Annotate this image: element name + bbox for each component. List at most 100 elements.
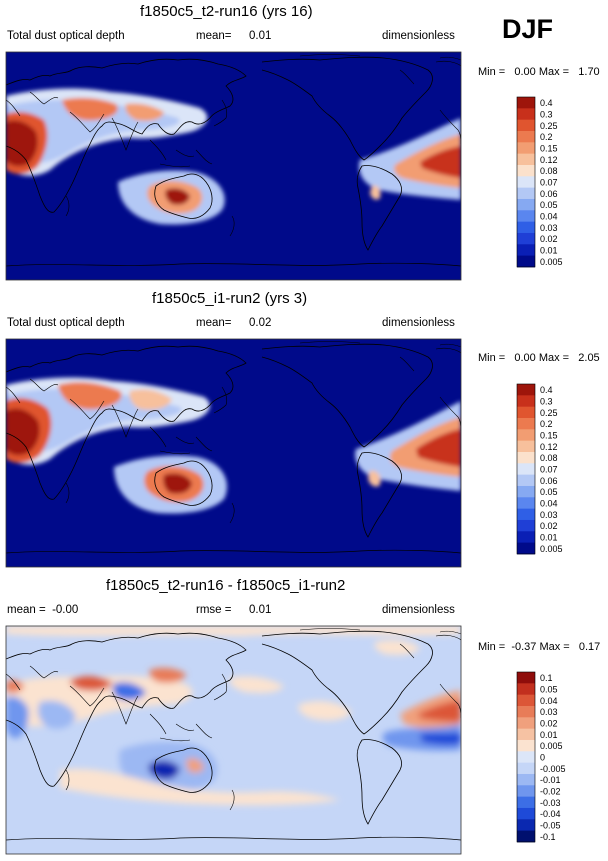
colorbar-3-tick-label: 0 [540, 752, 545, 762]
panel-1-map [5, 51, 462, 281]
p2-field-m [368, 470, 381, 487]
colorbar-2-swatch [517, 417, 535, 430]
colorbar-3-swatch [517, 672, 535, 684]
colorbar-3-swatch [517, 739, 535, 752]
panel-3-mean-label: mean = -0.00 [7, 604, 79, 616]
p3-field-l [60, 768, 340, 806]
p2-field-f [129, 389, 172, 410]
panel-1-units: dimensionless [382, 30, 455, 42]
panel-3-map [5, 625, 462, 855]
colorbar-3-tick-label: 0.04 [540, 696, 558, 706]
colorbar-1-tick-label: 0.3 [540, 109, 553, 119]
colorbar-2-tick-label: 0.3 [540, 396, 553, 406]
colorbar-2-tick-label: 0.005 [540, 544, 563, 554]
colorbar-2-swatch [517, 395, 535, 408]
colorbar-2-tick-label: 0.03 [540, 510, 558, 520]
colorbar-1-tick-label: 0.15 [540, 143, 558, 153]
panel-2-variable-label: Total dust optical depth [7, 317, 125, 329]
p3-field-h [149, 667, 186, 683]
colorbar-3-swatch [517, 819, 535, 832]
colorbar-1-swatch [517, 153, 535, 166]
colorbar-1-tick-label: 0.12 [540, 155, 558, 165]
p1-field-d [6, 120, 38, 167]
colorbar-3-tick-label: -0.03 [540, 798, 561, 808]
colorbar-3-tick-label: 0.005 [540, 741, 563, 751]
colorbar-3-frame [516, 671, 536, 843]
panel-3-map-frame [5, 625, 462, 855]
panel-1-map-frame [5, 51, 462, 281]
colorbar-1-swatch [517, 232, 535, 245]
panel-1-mean-label: mean= [196, 30, 232, 42]
colorbar-2-swatch [517, 451, 535, 464]
panel-2-mean-label: mean= [196, 317, 232, 329]
colorbar-2-swatch [517, 497, 535, 510]
colorbar-2-swatch [517, 519, 535, 532]
p3-field-f [112, 682, 146, 700]
colorbar-3-swatch [517, 717, 535, 730]
colorbar-2-tick-label: 0.4 [540, 385, 553, 395]
colorbar-1-tick-label: 0.2 [540, 132, 553, 142]
p2-field-l [416, 429, 461, 467]
colorbar-1-swatch [517, 130, 535, 143]
colorbar-2-swatch [517, 508, 535, 521]
colorbar-1-tick-label: 0.05 [540, 200, 558, 210]
panel-2-map [5, 338, 462, 568]
colorbar-1-swatch [517, 97, 535, 109]
colorbar-2-tick-label: 0.25 [540, 408, 558, 418]
colorbar-1-swatch [517, 176, 535, 189]
colorbar-1-tick-label: 0.25 [540, 121, 558, 131]
panel-3-rmse-label: rmse = [196, 604, 232, 616]
colorbar-3-swatch [517, 694, 535, 707]
colorbar-1-swatch [517, 187, 535, 200]
panel-2-colorbar: 0.40.30.250.20.150.120.080.070.060.050.0… [516, 383, 563, 555]
colorbar-1-tick-label: 0.01 [540, 245, 558, 255]
p3-field-g [38, 700, 76, 729]
colorbar-3-swatch [517, 762, 535, 775]
colorbar-2-tick-label: 0.02 [540, 521, 558, 531]
panel-2-minmax: Min = 0.00 Max = 2.05 [478, 352, 600, 364]
p3-field-q [420, 732, 461, 745]
panel-2-dust-field [6, 377, 461, 514]
panel-2-units: dimensionless [382, 317, 455, 329]
panel-2-title: f1850c5_i1-run2 (yrs 3) [152, 290, 308, 307]
panel-2-map-frame [5, 338, 462, 568]
colorbar-2-tick-label: 0.07 [540, 464, 558, 474]
colorbar-1-swatch [517, 142, 535, 155]
p3-field-k [186, 758, 204, 773]
panel-1-title: f1850c5_t2-run16 (yrs 16) [140, 3, 313, 20]
colorbar-3-tick-label: 0.1 [540, 673, 553, 683]
colorbar-1-tick-label: 0.4 [540, 98, 553, 108]
colorbar-3-swatch [517, 751, 535, 764]
colorbar-2-swatch [517, 474, 535, 487]
colorbar-2-swatch [517, 384, 535, 396]
colorbar-1-tick-label: 0.08 [540, 166, 558, 176]
colorbar-2-tick-label: 0.05 [540, 487, 558, 497]
panel-3-rmse-value: 0.01 [249, 604, 272, 616]
colorbar-3-tick-label: 0.02 [540, 718, 558, 728]
colorbar-3-tick-label: -0.1 [540, 832, 556, 842]
colorbar-2-swatch [517, 485, 535, 498]
colorbar-1-tick-label: 0.02 [540, 234, 558, 244]
p1-field-i [165, 188, 190, 205]
season-label: DJF [502, 14, 554, 44]
colorbar-2-tick-label: 0.01 [540, 532, 558, 542]
colorbar-2-tick-label: 0.08 [540, 453, 558, 463]
p3-field-m [229, 676, 284, 694]
colorbar-1-tick-label: 0.06 [540, 189, 558, 199]
colorbar-3-swatch [517, 728, 535, 741]
colorbar-1-swatch [517, 164, 535, 177]
colorbar-1-tick-label: 0.07 [540, 177, 558, 187]
p1-field-f [125, 103, 164, 121]
colorbar-3-swatch [517, 785, 535, 798]
colorbar-2-frame [516, 383, 536, 555]
colorbar-1-swatch [517, 210, 535, 223]
colorbar-3-tick-label: -0.04 [540, 809, 561, 819]
colorbar-2-swatch [517, 406, 535, 419]
colorbar-2-swatch [517, 463, 535, 476]
colorbar-3-swatch [517, 807, 535, 820]
panel-3-units: dimensionless [382, 604, 455, 616]
p1-field-m [370, 185, 381, 200]
colorbar-3-tick-label: -0.05 [540, 820, 561, 830]
colorbar-2-tick-label: 0.2 [540, 419, 553, 429]
